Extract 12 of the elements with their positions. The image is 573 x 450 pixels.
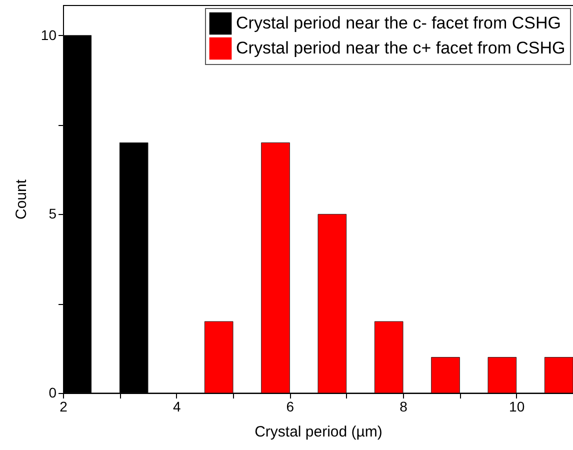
y-tick-label: 10 (40, 26, 57, 43)
legend-label: Crystal period near the c- facet from CSHG (236, 14, 562, 32)
legend-label: Crystal period near the c+ facet from CSHG (236, 38, 566, 58)
x-tick-label: 8 (400, 398, 408, 414)
y-axis-title: Count (12, 178, 30, 220)
x-tick-label: 10 (509, 398, 525, 414)
x-tick-label: 6 (286, 398, 294, 414)
x-tick-label: 4 (172, 398, 181, 414)
x-tick-label: 2 (60, 398, 68, 414)
x-axis-title: Crystal period (µm) (254, 424, 382, 440)
y-tick-label: 5 (48, 206, 57, 222)
y-tick-label: 0 (48, 384, 57, 400)
